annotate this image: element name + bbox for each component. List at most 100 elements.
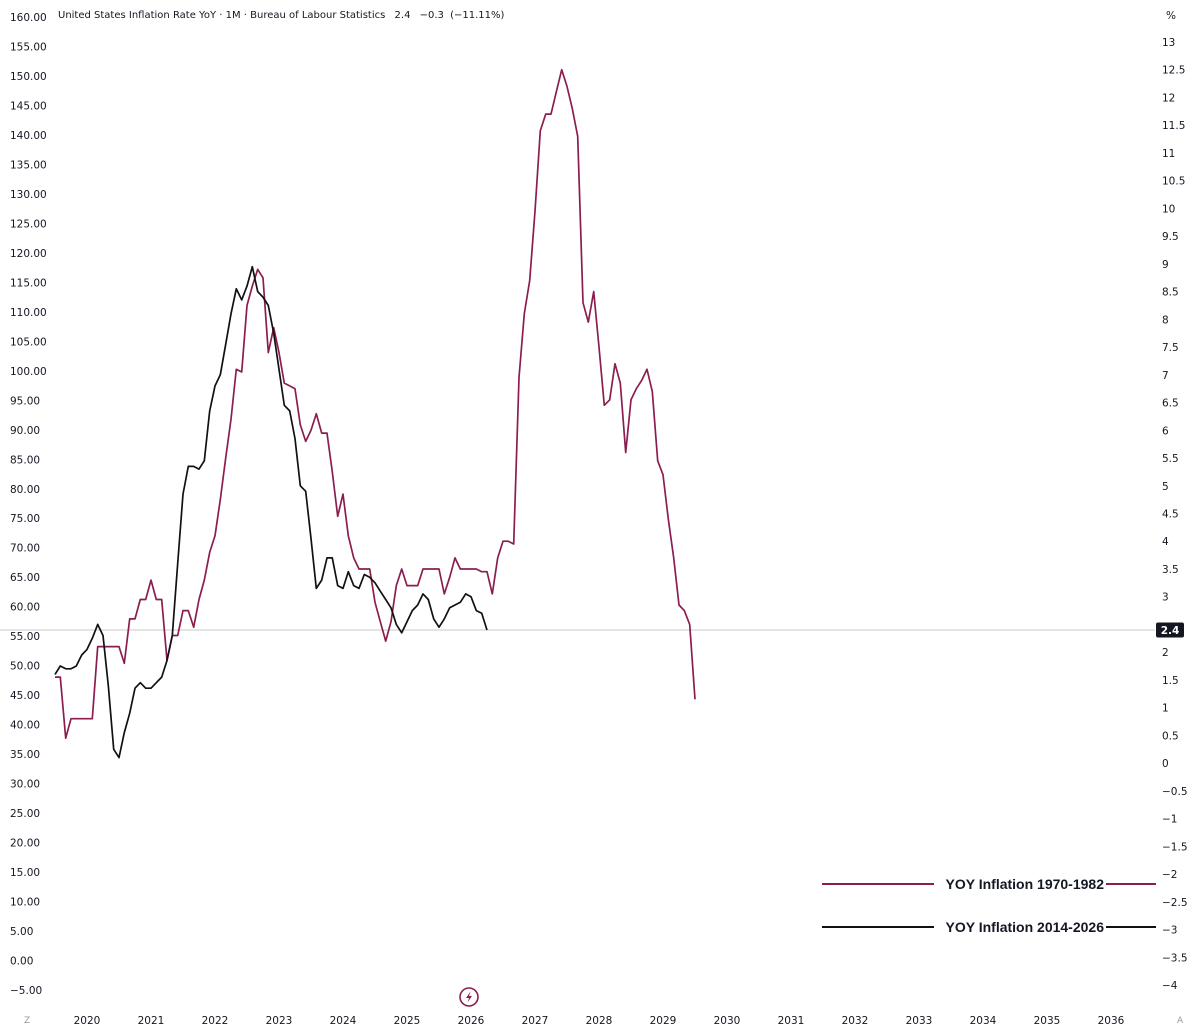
left-axis-tick: 45.00 <box>10 690 40 702</box>
current-value-badge-bg <box>1156 622 1184 638</box>
time-axis[interactable]: 2020 2021 2022 2023 2024 2025 2026 2027 2028 2029… <box>74 1015 1125 1027</box>
x-axis-tick: 2024 <box>330 1015 357 1027</box>
right-axis-unit: % <box>1166 10 1176 22</box>
left-axis-tick: 130.00 <box>10 189 47 201</box>
right-axis-tick: 4.5 <box>1162 509 1179 521</box>
current-value-badge-label: 2.4 <box>1161 625 1180 637</box>
left-axis-tick: 95.00 <box>10 395 40 407</box>
legend-label: YOY Inflation 1970-1982 <box>946 876 1105 892</box>
left-axis-tick: 120.00 <box>10 248 47 260</box>
right-axis-tick: 11.5 <box>1162 120 1185 132</box>
x-axis-tick: 2028 <box>586 1015 613 1027</box>
right-axis-tick: 7 <box>1162 370 1169 382</box>
right-axis-tick: 8 <box>1162 314 1169 326</box>
series-line-1970-1982 <box>55 68 696 740</box>
left-axis-tick: 35.00 <box>10 749 40 761</box>
x-axis-tick: 2030 <box>714 1015 741 1027</box>
left-axis-tick: 40.00 <box>10 720 40 732</box>
right-axis-tick: 12.5 <box>1162 65 1185 77</box>
left-price-axis[interactable]: 160.00 155.00 150.00 145.00 140.00 135.00 130.… <box>10 12 47 997</box>
left-axis-tick: 75.00 <box>10 513 40 525</box>
change-percent: (−11.11%) <box>450 10 504 21</box>
right-axis-tick: −1 <box>1162 814 1177 826</box>
right-axis-tick: −1.5 <box>1162 841 1188 853</box>
left-axis-tick: 140.00 <box>10 130 47 142</box>
left-axis-tick: 105.00 <box>10 336 47 348</box>
corner-label-left: Z <box>24 1016 30 1026</box>
left-axis-tick: 125.00 <box>10 218 47 230</box>
current-value-badge: 2.4 <box>1156 622 1184 638</box>
x-axis-tick: 2025 <box>394 1015 421 1027</box>
right-axis-tick: −4 <box>1162 980 1178 992</box>
right-axis-tick: 10.5 <box>1162 176 1185 188</box>
x-axis-tick: 2033 <box>906 1015 933 1027</box>
right-axis-tick: 0.5 <box>1162 730 1179 742</box>
x-axis-tick: 2035 <box>1034 1015 1061 1027</box>
right-axis-tick: 0 <box>1162 758 1169 770</box>
lightning-icon[interactable] <box>459 987 479 1007</box>
left-axis-tick: 10.00 <box>10 897 40 909</box>
left-axis-tick: 30.00 <box>10 779 40 791</box>
right-axis-tick: 6 <box>1162 425 1169 437</box>
left-axis-tick: 25.00 <box>10 808 40 820</box>
x-axis-tick: 2021 <box>138 1015 165 1027</box>
right-axis-tick: −0.5 <box>1162 786 1188 798</box>
right-axis-tick: 6.5 <box>1162 398 1179 410</box>
right-axis-tick: 7.5 <box>1162 342 1179 354</box>
right-axis-tick: 10 <box>1162 203 1175 215</box>
left-axis-tick: 135.00 <box>10 159 47 171</box>
series-line-2014-2026 <box>54 265 488 759</box>
right-axis-tick: 1 <box>1162 703 1169 715</box>
right-axis-tick: 13 <box>1162 37 1175 49</box>
change-value: −0.3 <box>420 10 444 21</box>
right-axis-tick: 9.5 <box>1162 231 1179 243</box>
x-axis-tick: 2031 <box>778 1015 805 1027</box>
x-axis-tick: 2023 <box>266 1015 293 1027</box>
right-axis-tick: −2.5 <box>1162 897 1188 909</box>
right-axis-tick: 3 <box>1162 592 1169 604</box>
left-axis-tick: 50.00 <box>10 661 40 673</box>
right-axis-tick: 11 <box>1162 148 1175 160</box>
left-axis-tick: 70.00 <box>10 543 40 555</box>
x-axis-tick: 2034 <box>970 1015 997 1027</box>
left-axis-tick: 55.00 <box>10 631 40 643</box>
left-axis-tick: 110.00 <box>10 307 47 319</box>
legend: YOY Inflation 1970-1982 YOY Inflation 201… <box>822 876 1156 935</box>
right-axis-tick: 4 <box>1162 536 1169 548</box>
right-axis-tick: −3 <box>1162 925 1177 937</box>
left-axis-tick: 155.00 <box>10 41 47 53</box>
corner-label-right: A <box>1177 1016 1184 1026</box>
x-axis-tick: 2022 <box>202 1015 229 1027</box>
left-axis-tick: 115.00 <box>10 277 47 289</box>
right-axis-tick: 5.5 <box>1162 453 1179 465</box>
last-value: 2.4 <box>395 10 411 21</box>
left-axis-tick: 150.00 <box>10 71 47 83</box>
left-axis-tick: 160.00 <box>10 12 47 24</box>
left-axis-tick: 85.00 <box>10 454 40 466</box>
x-axis-tick: 2026 <box>458 1015 485 1027</box>
legend-label: YOY Inflation 2014-2026 <box>946 919 1105 935</box>
right-axis-tick: 2 <box>1162 647 1169 659</box>
right-axis-tick: 9 <box>1162 259 1169 271</box>
x-axis-tick: 2020 <box>74 1015 101 1027</box>
left-axis-tick: 100.00 <box>10 366 47 378</box>
x-axis-tick: 2032 <box>842 1015 869 1027</box>
right-axis-tick: 1.5 <box>1162 675 1179 687</box>
left-axis-tick: 0.00 <box>10 956 33 968</box>
left-axis-tick: 15.00 <box>10 867 40 879</box>
x-axis-tick: 2029 <box>650 1015 677 1027</box>
left-axis-tick: 90.00 <box>10 425 40 437</box>
right-axis-tick: −3.5 <box>1162 952 1188 964</box>
chart-header: United States Inflation Rate YoY · 1M · … <box>58 10 505 21</box>
right-axis-tick: 3.5 <box>1162 564 1179 576</box>
left-axis-tick: 80.00 <box>10 484 40 496</box>
left-axis-tick: 145.00 <box>10 100 47 112</box>
right-axis-tick: 8.5 <box>1162 287 1179 299</box>
left-axis-tick: 65.00 <box>10 572 40 584</box>
right-axis-tick: 5 <box>1162 481 1169 493</box>
right-percent-axis[interactable]: % 13 12.5 1 2 11.5 11 10.5 10 9.5 9 8.5 8 7.5 7 6.5 6 5.5… <box>1162 10 1188 992</box>
x-axis-tick: 2036 <box>1098 1015 1125 1027</box>
left-axis-tick: 20.00 <box>10 838 40 850</box>
